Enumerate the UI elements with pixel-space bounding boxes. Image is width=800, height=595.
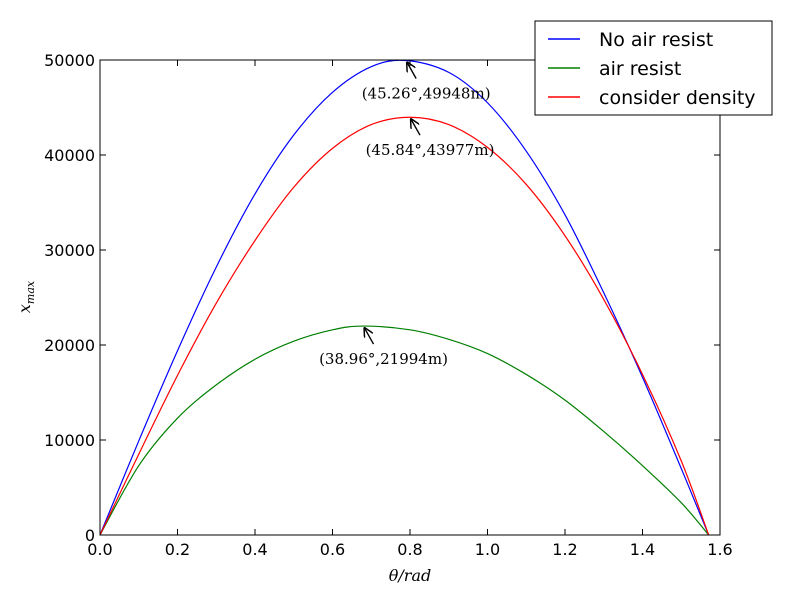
- ticks-layer: 0.0 0.2 0.4 0.6 0.8 1.0 1.2 1.4 1.6 0 10000 20000 30…: [44, 51, 733, 559]
- y-axis-label: xmax: [15, 280, 37, 313]
- annotation-arrow-1: [411, 119, 421, 136]
- y-tick-label: 0: [85, 526, 95, 545]
- annotation-label-0: (45.26°,49948m): [362, 84, 491, 102]
- series-line-2: [99, 116, 710, 536]
- x-tick-label: 1.2: [552, 540, 577, 559]
- y-axis-label-subscript: max: [24, 280, 37, 304]
- legend-label-2: consider density: [599, 87, 756, 109]
- y-tick-label: 50000: [44, 51, 95, 70]
- plot-frame: [99, 59, 721, 536]
- x-tick-label: 1.6: [707, 540, 732, 559]
- x-tick-label: 0.0: [87, 540, 112, 559]
- legend: No air resist air resist consider density: [534, 20, 773, 116]
- annotation-label-2: (38.96°,21994m): [319, 350, 448, 368]
- y-tick-label: 20000: [44, 336, 95, 355]
- annotation-arrow-2: [365, 328, 375, 345]
- x-tick-label: 1.4: [630, 540, 655, 559]
- x-tick-label: 0.8: [397, 540, 422, 559]
- annotation-arrow-0: [407, 62, 417, 79]
- x-tick-label: 0.2: [165, 540, 190, 559]
- y-tick-label: 10000: [44, 431, 95, 450]
- series-layer: [99, 59, 710, 536]
- x-tick-label: 0.6: [320, 540, 345, 559]
- x-axis-label: θ/rad: [389, 566, 431, 585]
- series-line-1: [99, 325, 710, 536]
- annotations-layer: (45.26°,49948m) (45.84°,43977m) (38.96°,21…: [319, 62, 494, 368]
- legend-label-1: air resist: [599, 58, 681, 80]
- annotation-label-1: (45.84°,43977m): [366, 141, 495, 159]
- x-tick-label: 1.0: [475, 540, 500, 559]
- series-line-0: [99, 59, 710, 536]
- y-tick-label: 30000: [44, 241, 95, 260]
- x-tick-label: 0.4: [242, 540, 267, 559]
- y-tick-label: 40000: [44, 146, 95, 165]
- legend-label-0: No air resist: [599, 29, 713, 51]
